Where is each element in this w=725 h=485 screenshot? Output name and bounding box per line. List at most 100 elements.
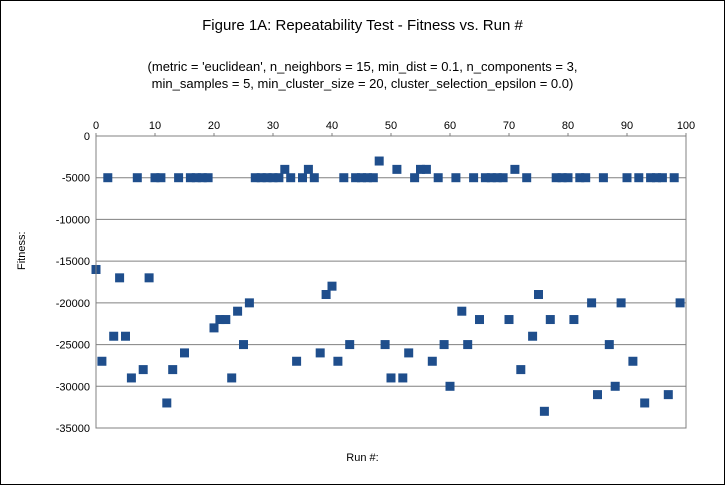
data-point: [268, 173, 278, 183]
data-point: [451, 173, 461, 183]
chart-subtitle-line2: min_samples = 5, min_cluster_size = 20, …: [151, 76, 574, 91]
x-tick-labels: 0 10 20 30 40 50 60 70 80 90 100: [93, 120, 695, 132]
data-point: [469, 173, 479, 183]
data-point: [132, 173, 142, 183]
x-tick-label: 100: [677, 120, 695, 132]
data-point: [646, 173, 656, 183]
data-point: [551, 173, 561, 183]
x-tick-label: 50: [385, 120, 397, 132]
data-point: [303, 164, 313, 174]
data-point: [604, 340, 614, 350]
data-point: [298, 173, 307, 183]
x-tick-label: 90: [621, 120, 633, 132]
data-point: [663, 390, 673, 400]
data-point: [545, 315, 555, 325]
x-tick-label: 40: [326, 120, 338, 132]
data-point: [427, 356, 437, 366]
data-point: [445, 381, 455, 391]
plot-area-border: [95, 135, 687, 429]
y-tick-labels: 0 -5000 -10000 -15000 -20000 -25000 -30000 -350…: [56, 131, 90, 435]
data-point: [121, 331, 130, 341]
data-point: [628, 356, 638, 366]
data-point: [398, 373, 408, 383]
data-point: [374, 156, 384, 166]
data-point: [221, 315, 231, 325]
data-point: [103, 173, 113, 183]
data-point: [185, 173, 195, 183]
data-point: [126, 373, 136, 383]
data-point: [640, 398, 650, 408]
data-point: [315, 348, 325, 358]
data-point: [498, 173, 508, 183]
data-point: [587, 298, 597, 308]
gridlines: [95, 133, 687, 429]
data-point: [386, 373, 396, 383]
chart-title: Figure 1A: Repeatability Test - Fitness …: [202, 17, 523, 34]
data-point: [156, 173, 166, 183]
data-point: [569, 315, 579, 325]
data-point: [557, 173, 567, 183]
data-point: [286, 173, 296, 183]
data-point: [622, 173, 632, 183]
data-point: [675, 298, 685, 308]
x-tick-label: 80: [562, 120, 574, 132]
x-tick-label: 30: [267, 120, 279, 132]
data-point: [327, 281, 337, 291]
data-point: [357, 173, 366, 183]
data-point: [610, 381, 620, 391]
x-tick-label: 60: [444, 120, 456, 132]
data-point: [362, 173, 372, 183]
data-points: [91, 156, 685, 416]
data-point: [339, 173, 349, 183]
y-tick-label: -15000: [56, 256, 90, 268]
y-tick-label: 0: [84, 131, 90, 143]
data-point: [539, 406, 549, 416]
data-point: [510, 164, 520, 174]
data-point: [492, 173, 502, 183]
data-point: [463, 340, 473, 350]
data-point: [209, 323, 219, 333]
data-point: [345, 340, 355, 350]
data-point: [180, 348, 189, 358]
data-point: [380, 340, 390, 350]
data-point: [109, 331, 119, 341]
data-point: [669, 173, 679, 183]
data-point: [227, 373, 237, 383]
data-point: [351, 173, 361, 183]
x-tick-label: 20: [208, 120, 220, 132]
y-tick-label: -25000: [56, 340, 90, 352]
data-point: [421, 164, 431, 174]
data-point: [486, 173, 496, 183]
data-point: [368, 173, 378, 183]
data-point: [162, 398, 172, 408]
data-point: [333, 356, 343, 366]
data-point: [97, 356, 107, 366]
data-point: [197, 173, 207, 183]
y-tick-label: -5000: [62, 173, 90, 185]
data-point: [504, 315, 514, 325]
data-point: [475, 315, 484, 325]
data-point: [581, 173, 591, 183]
data-point: [616, 298, 626, 308]
data-point: [115, 273, 125, 283]
data-point: [321, 290, 331, 300]
data-point: [203, 173, 213, 183]
data-point: [652, 173, 661, 183]
data-point: [233, 306, 243, 316]
data-point: [262, 173, 272, 183]
data-point: [244, 298, 254, 308]
data-point: [634, 173, 644, 183]
data-point: [174, 173, 184, 183]
data-point: [250, 173, 260, 183]
x-tick-label: 0: [93, 120, 99, 132]
data-point: [144, 273, 154, 283]
data-point: [239, 340, 248, 350]
data-point: [168, 365, 178, 375]
data-point: [191, 173, 201, 183]
data-point: [457, 306, 467, 316]
data-point: [416, 164, 425, 174]
data-point: [410, 173, 420, 183]
data-point: [274, 173, 284, 183]
